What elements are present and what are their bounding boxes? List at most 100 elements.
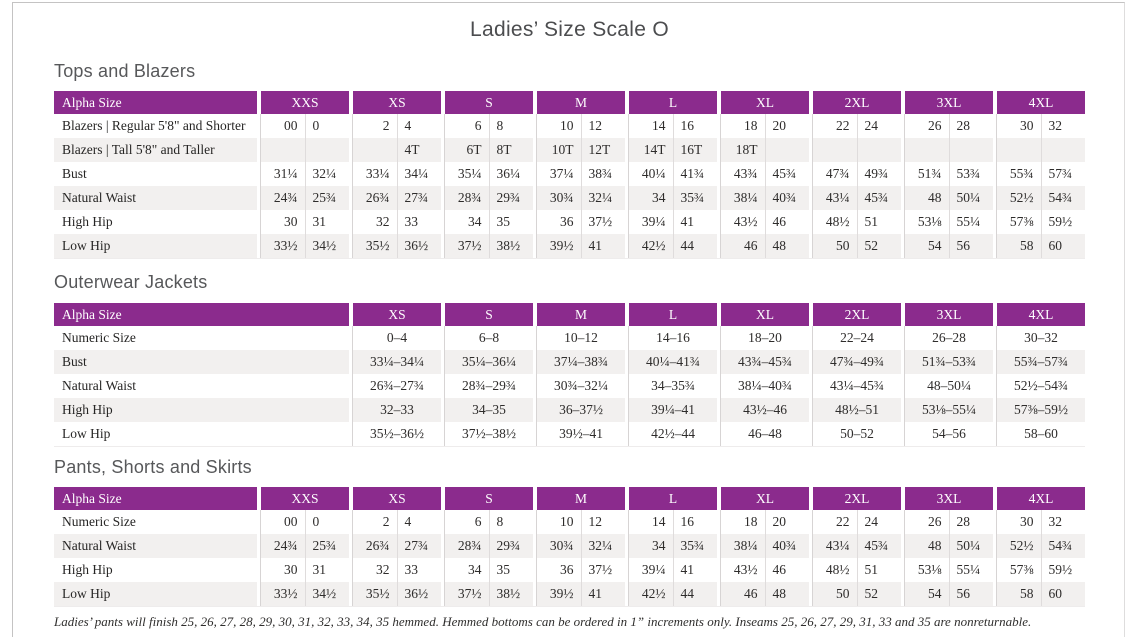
size-value: 35¼–36¼ [462, 354, 516, 369]
size-value: 43¾ [721, 162, 766, 186]
size-cell-group: 37¼ 38¾ [536, 162, 625, 186]
size-column-header: XL [718, 303, 809, 326]
size-value: 53⅛–55¼ [922, 402, 976, 417]
size-value: 55¼ [956, 214, 981, 229]
size-value: 37½ [445, 582, 490, 606]
size-value: 45¾ [772, 166, 797, 181]
row-label: Natural Waist [54, 534, 257, 558]
size-value: 26¾–27¾ [370, 378, 424, 393]
size-cell-group: 14 16 [628, 114, 717, 138]
size-cell-group [996, 138, 1085, 162]
size-value [353, 138, 398, 162]
size-value: 52½ [997, 534, 1042, 558]
size-value: 36–37½ [559, 402, 603, 417]
size-value: 54¾ [1048, 190, 1073, 205]
size-cell-group: 46 48 [720, 234, 809, 258]
size-value: 57⅜ [997, 558, 1042, 582]
size-cell-group: 24¾ 25¾ [260, 186, 349, 210]
size-value: 43½ [721, 210, 766, 234]
size-value: 16 [680, 118, 695, 133]
size-column-header: XL [718, 91, 809, 114]
size-cell-group: 22–24 [812, 326, 901, 350]
table-row: Blazers | Regular 5'8" and Shorter 00 0 2 4 6… [54, 114, 1085, 138]
size-cell-group: 35¼ 36¼ [444, 162, 533, 186]
size-cell-group: 6T 8T [444, 138, 533, 162]
size-cell-group: 43¾ 45¾ [720, 162, 809, 186]
size-value: 28 [956, 118, 971, 133]
size-value: 18 [721, 510, 766, 534]
size-value: 20 [772, 118, 787, 133]
size-value: 41 [588, 238, 603, 253]
size-cell-group: 54 56 [904, 234, 993, 258]
size-value: 45¾ [864, 190, 889, 205]
size-value: 51 [864, 214, 879, 229]
size-value: 4 [404, 118, 412, 133]
size-cell-group: 42½ 44 [628, 234, 717, 258]
size-value [950, 138, 994, 162]
size-value: 14 [629, 510, 674, 534]
size-value: 36¼ [496, 166, 521, 181]
size-value: 22 [813, 114, 858, 138]
size-cell-group: 47¾–49¾ [812, 350, 901, 374]
size-cell-group: 48 50¼ [904, 534, 993, 558]
size-value: 46 [721, 234, 766, 258]
size-value: 26–28 [932, 330, 966, 345]
size-cell-group: 18 20 [720, 114, 809, 138]
size-value: 34–35¾ [651, 378, 695, 393]
size-cell-group: 10–12 [536, 326, 625, 350]
size-value: 42½ [629, 582, 674, 606]
size-value: 57⅜–59½ [1014, 402, 1068, 417]
size-value: 28¾ [445, 186, 490, 210]
size-value: 37¼–38¾ [554, 354, 608, 369]
size-value: 27¾ [404, 190, 429, 205]
size-column-header: 2XL [810, 487, 901, 510]
size-value: 43¼ [813, 186, 858, 210]
size-value: 40¾ [772, 538, 797, 553]
size-cell-group: 36 37½ [536, 210, 625, 234]
size-value: 42½ [629, 234, 674, 258]
size-value: 48½–51 [835, 402, 879, 417]
size-cell-group: 26–28 [904, 326, 993, 350]
table-row: Numeric Size 0–4 6–8 10–12 14–16 18–20 22–24 26… [54, 326, 1085, 350]
size-value: 34 [629, 186, 674, 210]
size-value: 36 [537, 558, 582, 582]
size-value: 48–50¼ [927, 378, 971, 393]
size-value: 36 [537, 210, 582, 234]
size-value: 42½–44 [651, 426, 695, 441]
size-value: 28 [956, 514, 971, 529]
size-cell-group: 57⅜–59½ [996, 398, 1085, 422]
size-value: 55¾ [997, 162, 1042, 186]
table-row: Natural Waist 26¾–27¾ 28¾–29¾ 30¾–32¼ 34–35¾… [54, 374, 1085, 398]
size-value [813, 138, 858, 162]
size-cell-group: 30 31 [260, 210, 349, 234]
size-value: 46 [772, 562, 787, 577]
size-column-header: 4XL [994, 487, 1085, 510]
size-cell-group: 30 32 [996, 114, 1085, 138]
size-value: 38¾ [588, 166, 613, 181]
size-cell-group: 34–35 [444, 398, 533, 422]
size-cell-group: 48½ 51 [812, 210, 901, 234]
column-header-alpha-size: Alpha Size [54, 91, 257, 114]
size-value: 40¼–41¾ [646, 354, 700, 369]
size-value: 33¼ [353, 162, 398, 186]
size-cell-group [260, 138, 349, 162]
size-cell-group: 30¾ 32¼ [536, 186, 625, 210]
row-label: Bust [62, 166, 87, 181]
row-label: Natural Waist [54, 186, 257, 210]
table-row: High Hip 30 31 32 33 34 35 36 37½ 39¼ 41 43½ 46 48½ 51… [54, 210, 1085, 234]
size-value: 47¾ [813, 162, 858, 186]
row-label: Bust [54, 350, 349, 374]
size-column-header: L [626, 303, 717, 326]
size-column-header: XXS [258, 487, 349, 510]
size-value: 22–24 [840, 330, 874, 345]
size-value [1042, 138, 1086, 162]
size-value: 10T [537, 138, 582, 162]
size-value: 30¾–32¼ [554, 378, 608, 393]
size-value: 45¾ [864, 538, 889, 553]
size-cell-group: 24¾ 25¾ [260, 534, 349, 558]
size-cell-group: 43½–46 [720, 398, 809, 422]
row-label: Low Hip [62, 426, 111, 441]
size-value: 39¼ [629, 210, 674, 234]
size-value: 14–16 [656, 330, 690, 345]
size-cell-group: 4T [352, 138, 441, 162]
